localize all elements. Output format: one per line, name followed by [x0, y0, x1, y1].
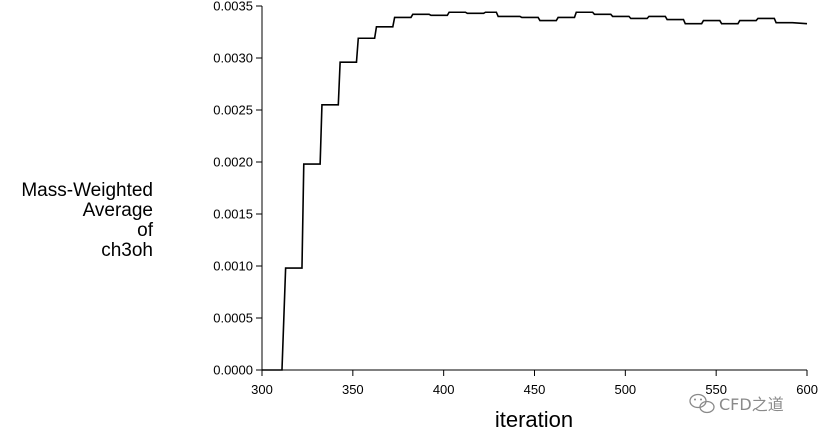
x-tick-label: 550	[705, 382, 727, 397]
y-tick-label: 0.0035	[213, 0, 253, 14]
y-tick-label: 0.0010	[213, 259, 253, 274]
y-axis-title-line-2: Average	[83, 200, 153, 221]
x-tick-label: 600	[796, 382, 818, 397]
y-axis-ticks: 0.0000 0.0005 0.0010 0.0015 0.0020 0.0025 0.00…	[213, 0, 262, 378]
y-tick-label: 0.0025	[213, 103, 253, 118]
x-tick-label: 400	[433, 382, 455, 397]
y-tick-label: 0.0000	[213, 363, 253, 378]
y-tick-label: 0.0020	[213, 155, 253, 170]
y-tick-label: 0.0015	[213, 207, 253, 222]
y-axis-title-line-3: of	[137, 220, 154, 241]
y-axis-title: Mass-Weighted Average of ch3oh	[21, 180, 153, 261]
y-tick-label: 0.0005	[213, 311, 253, 326]
x-axis-title: iteration	[495, 407, 573, 432]
y-axis-title-line-1: Mass-Weighted	[21, 180, 153, 201]
watermark: CFD之道	[689, 393, 784, 414]
wechat-icon	[689, 393, 715, 414]
watermark-text: CFD之道	[719, 395, 784, 414]
x-axis-ticks: 300 350 400 450 500 550 600	[251, 370, 818, 397]
x-tick-label: 500	[614, 382, 636, 397]
y-tick-label: 0.0030	[213, 51, 253, 66]
y-axis-title-line-4: ch3oh	[101, 240, 153, 261]
series-line	[262, 11, 808, 371]
x-tick-label: 300	[251, 382, 273, 397]
x-tick-label: 450	[524, 382, 546, 397]
x-tick-label: 350	[342, 382, 364, 397]
